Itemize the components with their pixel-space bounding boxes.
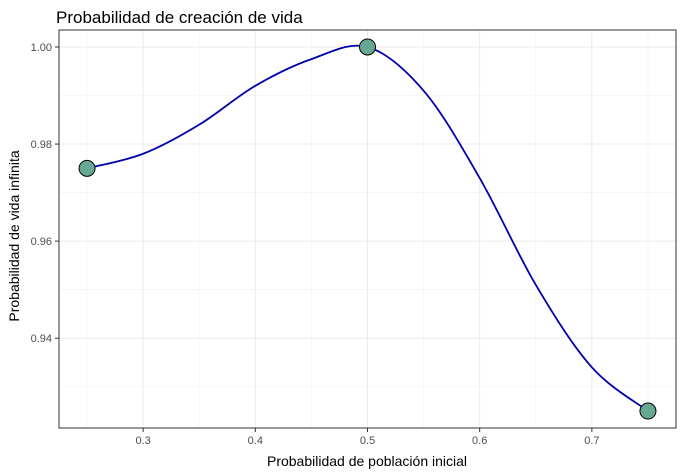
x-tick-label: 0.6 xyxy=(472,435,487,447)
y-tick-label: 1.00 xyxy=(31,42,52,54)
data-point xyxy=(639,402,657,420)
y-tick-label: 0.94 xyxy=(31,333,52,345)
x-tick-label: 0.7 xyxy=(584,435,599,447)
y-axis-title: Probabilidad de vida infinita xyxy=(6,150,22,321)
y-tick-label: 0.96 xyxy=(31,236,52,248)
x-tick-label: 0.4 xyxy=(248,435,263,447)
axis-layer: 0.3 0.4 0.5 0.6 0.7 0.94 0.96 0.98 1.00 xyxy=(31,42,600,447)
x-axis-title: Probabilidad de población inicial xyxy=(267,453,467,469)
smooth-trend-line xyxy=(86,44,649,412)
grid-layer xyxy=(59,30,676,428)
data-point xyxy=(359,38,376,56)
line-layer xyxy=(86,44,649,412)
data-point xyxy=(78,159,96,177)
point-layer xyxy=(78,38,657,420)
chart-title: Probabilidad de creación de vida xyxy=(56,8,303,27)
y-tick-label: 0.98 xyxy=(31,139,52,151)
x-tick-label: 0.3 xyxy=(135,435,150,447)
x-tick-label: 0.5 xyxy=(360,435,375,447)
